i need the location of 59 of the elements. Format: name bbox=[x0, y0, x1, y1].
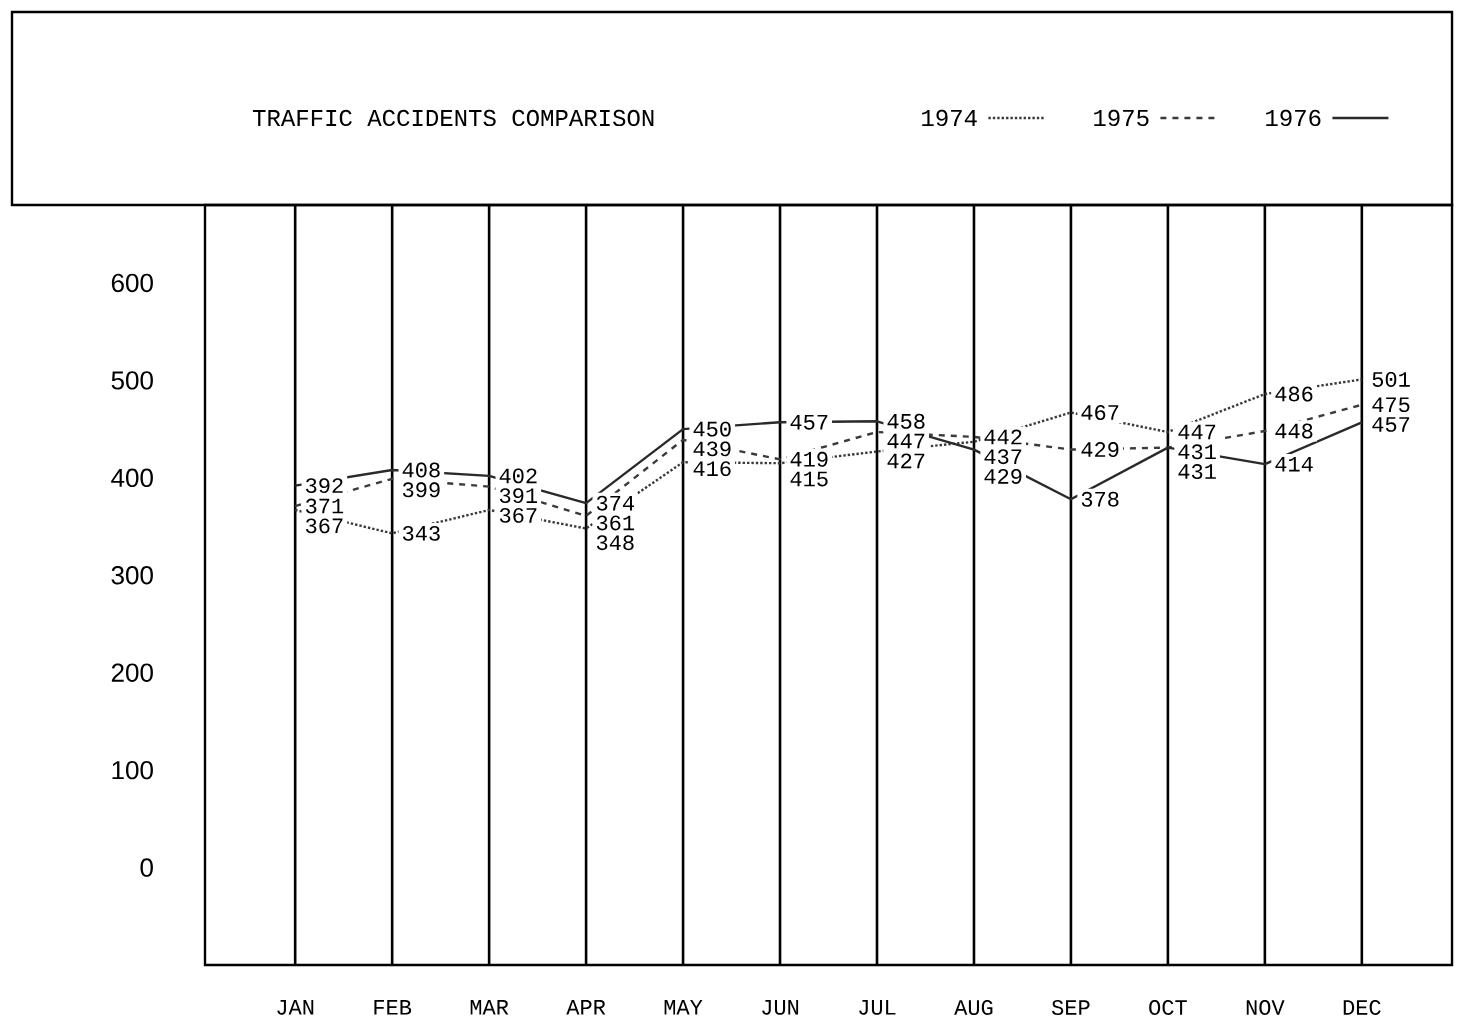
data-label: 450 bbox=[693, 421, 731, 437]
data-label: 367 bbox=[305, 518, 343, 534]
data-label: 457 bbox=[1372, 417, 1410, 432]
x-tick-label: OCT bbox=[1149, 1000, 1187, 1015]
x-tick-label: NOV bbox=[1246, 1000, 1285, 1015]
data-label: 431 bbox=[1178, 464, 1216, 480]
y-tick-label: 0 bbox=[140, 858, 153, 877]
legend-label: 1976 bbox=[1266, 109, 1321, 127]
x-tick-label: AUG bbox=[954, 1000, 993, 1015]
x-tick-label: JUL bbox=[859, 1000, 896, 1015]
x-tick-label: FEB bbox=[374, 1000, 412, 1015]
data-label: 429 bbox=[984, 468, 1022, 484]
data-label: 361 bbox=[596, 515, 635, 531]
y-tick-label: 100 bbox=[112, 760, 153, 780]
data-label: 367 bbox=[499, 507, 537, 523]
chart-title: TRAFFIC ACCIDENTS COMPARISON bbox=[252, 109, 654, 127]
data-label: 501 bbox=[1372, 371, 1410, 387]
x-tick-label: JAN bbox=[277, 1000, 314, 1015]
data-label: 447 bbox=[1178, 424, 1216, 440]
data-label: 392 bbox=[305, 478, 343, 494]
legend-label: 1975 bbox=[1094, 109, 1149, 127]
x-tick-label: JUN bbox=[762, 1000, 799, 1015]
data-label: 348 bbox=[596, 535, 634, 551]
y-tick-label: 600 bbox=[111, 273, 153, 293]
data-label: 374 bbox=[596, 495, 634, 511]
legend-label: 1974 bbox=[922, 109, 977, 127]
data-label: 457 bbox=[790, 414, 828, 430]
data-label: 416 bbox=[693, 461, 731, 477]
y-tick-label: 200 bbox=[111, 663, 153, 682]
data-label: 447 bbox=[887, 433, 925, 449]
x-tick-label: SEP bbox=[1051, 1000, 1090, 1015]
x-tick-label: DEC bbox=[1343, 1000, 1381, 1015]
data-label: 378 bbox=[1081, 491, 1119, 507]
data-label: 437 bbox=[984, 449, 1022, 465]
data-label: 419 bbox=[790, 451, 828, 467]
data-label: 486 bbox=[1275, 386, 1313, 402]
data-label: 475 bbox=[1372, 397, 1410, 413]
data-label: 399 bbox=[402, 482, 440, 498]
y-tick-label: 500 bbox=[111, 371, 153, 390]
data-label: 429 bbox=[1081, 442, 1119, 458]
x-tick-label: APR bbox=[566, 1000, 606, 1015]
data-label: 427 bbox=[887, 453, 925, 469]
data-label: 391 bbox=[499, 488, 538, 504]
data-label: 448 bbox=[1275, 423, 1313, 439]
data-label: 458 bbox=[887, 413, 925, 429]
data-label: 371 bbox=[305, 498, 344, 514]
data-label: 343 bbox=[402, 525, 440, 541]
data-label: 414 bbox=[1275, 456, 1313, 472]
data-label: 402 bbox=[499, 468, 537, 484]
y-tick-label: 300 bbox=[111, 566, 153, 585]
data-label: 431 bbox=[1178, 444, 1216, 460]
x-tick-label: MAY bbox=[664, 1000, 703, 1015]
data-label: 442 bbox=[984, 429, 1022, 445]
data-label: 467 bbox=[1081, 405, 1119, 421]
data-label: 408 bbox=[402, 462, 440, 478]
data-label: 439 bbox=[693, 441, 731, 457]
y-tick-label: 400 bbox=[111, 468, 153, 488]
data-label: 415 bbox=[790, 471, 828, 487]
x-tick-label: MAR bbox=[470, 1000, 509, 1015]
